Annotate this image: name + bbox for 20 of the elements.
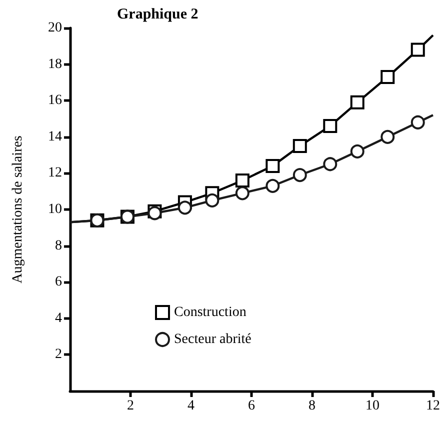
x-tick-label: 8 [308,398,316,414]
y-tick-label: 18 [48,56,62,72]
x-tick-label: 10 [366,398,380,414]
y-tick-label: 6 [55,274,62,290]
y-tick-label: 2 [55,347,62,362]
y-tick-label: 12 [48,166,62,181]
legend-label: Secteur abrité [174,332,252,347]
x-tick-label: 6 [248,398,255,414]
x-tick-label: 4 [188,398,194,414]
y-tick-label: 4 [55,310,62,326]
y-tick-label: 20 [48,20,62,36]
y-tick-label: 16 [48,93,62,108]
x-tick-label: 2 [127,398,134,414]
chart-title: Graphique 2 [117,6,198,22]
y-axis-title: Augmentations de salaires [10,136,26,284]
x-tick-label: 12 [426,398,440,414]
y-tick-label: 10 [48,202,62,217]
y-tick-label: 8 [55,238,62,254]
y-tick-label: 14 [48,129,62,144]
legend-label: Construction [174,305,246,320]
